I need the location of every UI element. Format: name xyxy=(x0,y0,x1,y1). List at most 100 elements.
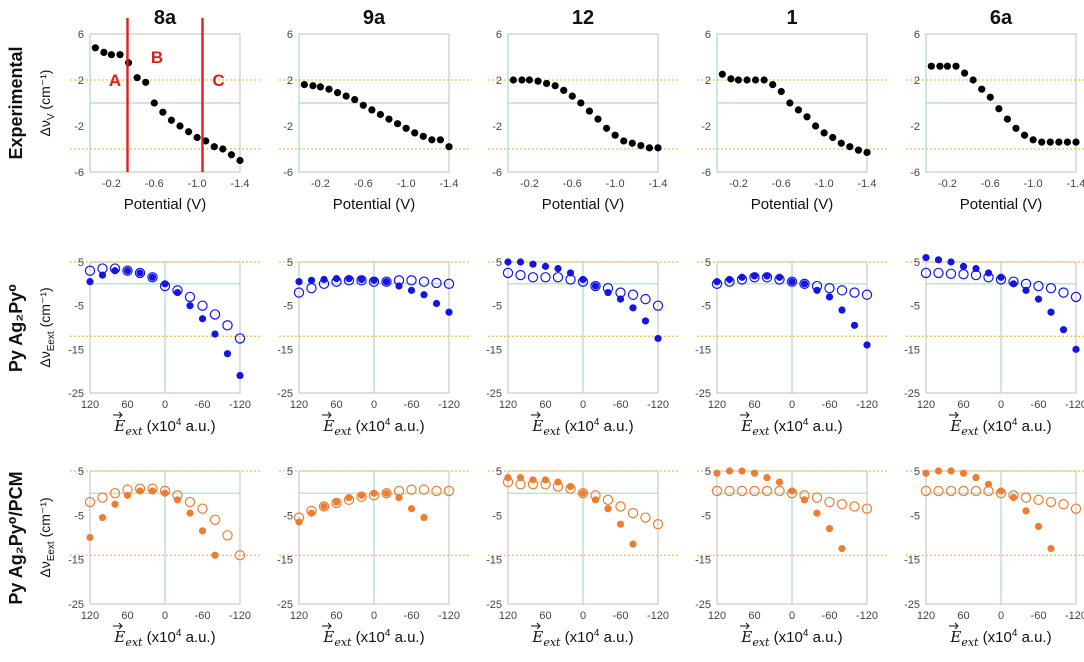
data-point-open xyxy=(761,485,773,497)
data-point-filled xyxy=(402,124,410,132)
data-point-filled xyxy=(186,509,194,517)
data-point-filled xyxy=(167,116,176,124)
data-point-open xyxy=(836,285,848,296)
data-point-filled xyxy=(219,145,227,153)
x-tick-label: -1.0 xyxy=(606,178,625,190)
data-point-open xyxy=(983,485,994,497)
data-point-filled xyxy=(628,139,636,147)
data-point-filled xyxy=(86,533,94,542)
data-point-filled xyxy=(645,144,654,152)
data-point-filled xyxy=(1034,522,1043,531)
data-point-filled xyxy=(525,76,534,84)
data-point-open xyxy=(306,505,317,517)
data-point-open xyxy=(945,485,957,497)
data-point-open xyxy=(331,497,342,509)
data-point-filled xyxy=(542,79,551,88)
data-point-filled xyxy=(419,132,427,140)
data-point-filled xyxy=(236,156,244,165)
y-tick-label: -15 xyxy=(904,344,920,356)
data-point-open xyxy=(134,483,146,494)
data-point-open xyxy=(222,530,233,541)
y-tick-label: -15 xyxy=(904,555,920,567)
x-tick-label: -1.4 xyxy=(858,178,877,190)
x-tick-label: -1.4 xyxy=(440,178,459,190)
vector-arrow-icon xyxy=(531,622,541,630)
x-tick-label: -0.6 xyxy=(772,178,791,190)
data-point-open xyxy=(197,300,208,311)
y-tick-label: -25 xyxy=(486,388,502,400)
panel-experimental-9a: 6 2 -2 -6 -0.2 -0.6 -1.0 -1.4 Potential (V) xyxy=(279,29,469,213)
data-point-filled xyxy=(236,371,244,380)
x-tick-label: -1.4 xyxy=(1067,178,1084,190)
data-point-filled xyxy=(1063,138,1072,146)
data-point-open xyxy=(711,485,723,497)
data-point-open xyxy=(640,293,651,305)
x-tick-label: 60 xyxy=(121,399,133,411)
data-point-filled xyxy=(385,115,393,123)
data-point-open xyxy=(577,276,589,287)
data-point-filled xyxy=(227,151,236,159)
data-point-open xyxy=(565,483,576,494)
data-point-open xyxy=(736,485,748,497)
row-label-pcm: Py Ag₂Py⁰/PCM xyxy=(6,471,26,604)
data-point-open xyxy=(1020,278,1032,290)
column-title: 12 xyxy=(572,7,594,29)
y-tick-label: 5 xyxy=(287,466,293,478)
x-tick-label: -60 xyxy=(1031,610,1047,622)
y-tick-label: -25 xyxy=(695,388,711,400)
data-point-open xyxy=(172,490,183,501)
data-point-filled xyxy=(407,505,416,513)
data-point-filled xyxy=(947,467,955,475)
data-point-filled xyxy=(320,502,328,511)
data-point-open xyxy=(995,274,1007,285)
data-point-filled xyxy=(579,489,587,497)
data-point-filled xyxy=(629,540,637,548)
y-tick-label: -6 xyxy=(910,167,920,179)
x-tick-label: 120 xyxy=(499,399,517,411)
data-point-open xyxy=(122,265,133,276)
x-tick-label: -120 xyxy=(647,399,669,411)
data-point-filled xyxy=(713,469,721,477)
data-point-filled xyxy=(133,74,141,82)
x-tick-label: -0.2 xyxy=(520,178,539,190)
data-point-filled xyxy=(186,302,194,310)
data-point-filled xyxy=(333,89,342,97)
data-point-filled xyxy=(620,137,628,145)
data-point-filled xyxy=(934,467,943,475)
y-tick-label: -25 xyxy=(486,599,502,611)
data-point-open xyxy=(933,267,944,279)
data-point-open xyxy=(945,268,957,279)
x-tick-label: -60 xyxy=(822,399,838,411)
data-point-filled xyxy=(411,129,419,137)
data-point-filled xyxy=(769,81,777,89)
data-point-filled xyxy=(534,77,542,85)
data-point-open xyxy=(134,267,146,279)
data-point-filled xyxy=(211,551,219,559)
y-tick-label: -15 xyxy=(68,344,84,356)
data-point-open xyxy=(1008,490,1019,501)
data-point-open xyxy=(724,276,735,287)
data-point-filled xyxy=(193,133,201,142)
data-point-open xyxy=(393,485,405,497)
x-tick-label: 120 xyxy=(499,610,517,622)
y-tick-label: -15 xyxy=(68,555,84,567)
y-tick-label: -15 xyxy=(695,344,711,356)
data-point-filled xyxy=(811,122,820,130)
data-point-filled xyxy=(176,122,184,130)
data-point-open xyxy=(159,280,171,292)
data-point-open xyxy=(147,483,158,494)
data-point-filled xyxy=(738,467,746,475)
x-tick-label: 60 xyxy=(748,610,760,622)
x-tick-label: -60 xyxy=(404,399,420,411)
data-point-filled xyxy=(734,76,743,84)
y-tick-label: 5 xyxy=(287,257,293,269)
y-tick-label: -15 xyxy=(277,555,293,567)
data-point-filled xyxy=(825,525,834,533)
x-tick-label: 60 xyxy=(330,610,342,622)
data-point-filled xyxy=(436,136,445,144)
data-point-filled xyxy=(1034,295,1043,303)
x-tick-label: 120 xyxy=(81,399,99,411)
data-point-filled xyxy=(91,44,99,52)
